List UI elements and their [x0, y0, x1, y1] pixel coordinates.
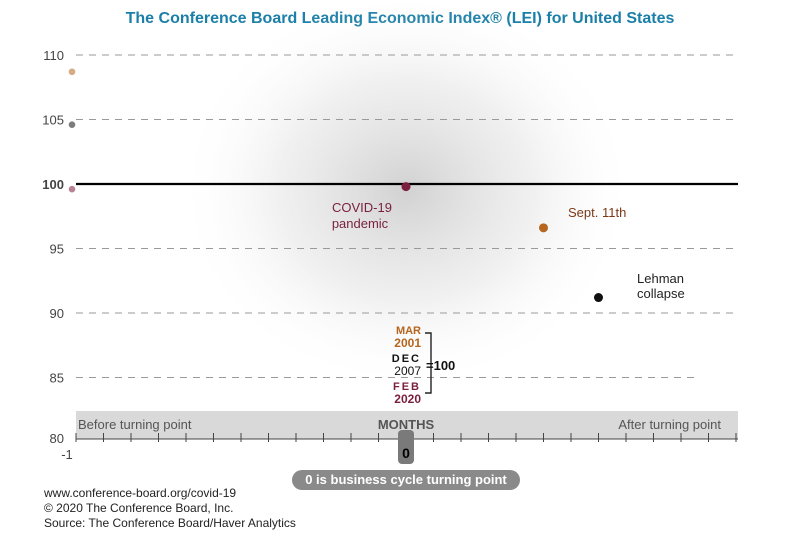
footer-source: Source: The Conference Board/Haver Analy… — [44, 516, 296, 530]
footer-url: www.conference-board.org/covid-19 — [44, 486, 237, 500]
series-dot-2020 — [68, 185, 76, 193]
annotation-sept11: Sept. 11th — [568, 205, 626, 220]
region-label-before: Before turning point — [78, 417, 192, 432]
y-tick-label: 100 — [42, 177, 64, 192]
legend-year-2020: 2020 — [394, 392, 421, 406]
point-2001 — [539, 223, 548, 233]
annotation-lehman-line2: collapse — [637, 286, 685, 301]
legend-bracket — [425, 332, 432, 394]
legend-month-2007: DEC — [392, 353, 421, 365]
annotation-covid-line1: COVID-19 — [332, 200, 392, 215]
legend-month-2020: FEB — [393, 381, 421, 393]
legend-equals-100: =100 — [426, 358, 455, 373]
legend-month-2001: MAR — [396, 325, 421, 337]
series-dot-2001 — [68, 68, 76, 76]
slider-value: 0 — [402, 445, 410, 461]
y-tick-label: 85 — [50, 371, 64, 386]
y-tick-label: 105 — [42, 113, 64, 128]
annotation-covid-line2: pandemic — [332, 216, 389, 231]
month-slider[interactable]: 0 — [398, 430, 414, 464]
point-2020 — [401, 182, 411, 192]
footer-copyright: © 2020 The Conference Board, Inc. — [44, 501, 234, 515]
y-tick-label: 90 — [50, 306, 64, 321]
series-dot-2007 — [68, 121, 76, 128]
turning-point-caption: 0 is business cycle turning point — [292, 470, 520, 490]
y-tick-label: 95 — [50, 242, 64, 257]
y-tick-label: 110 — [43, 48, 64, 63]
svg-text:0 is business cycle turning po: 0 is business cycle turning point — [305, 472, 507, 487]
footer: www.conference-board.org/covid-19 © 2020… — [44, 486, 296, 531]
legend-year-2001: 2001 — [394, 336, 421, 350]
base-period-legend: MAR 2001 DEC 2007 FEB 2020 =100 — [392, 325, 456, 406]
x-axis-label: MONTHS — [378, 417, 435, 432]
slider-handle[interactable] — [398, 430, 414, 464]
x-tick-label: -1 — [61, 447, 73, 462]
legend-year-2007: 2007 — [394, 364, 421, 378]
y-tick-label: 80 — [50, 431, 64, 446]
spotlight-glow — [176, 0, 636, 390]
annotation-lehman-line1: Lehman — [637, 271, 684, 286]
region-label-after: After turning point — [618, 417, 721, 432]
point-2007 — [594, 293, 603, 303]
